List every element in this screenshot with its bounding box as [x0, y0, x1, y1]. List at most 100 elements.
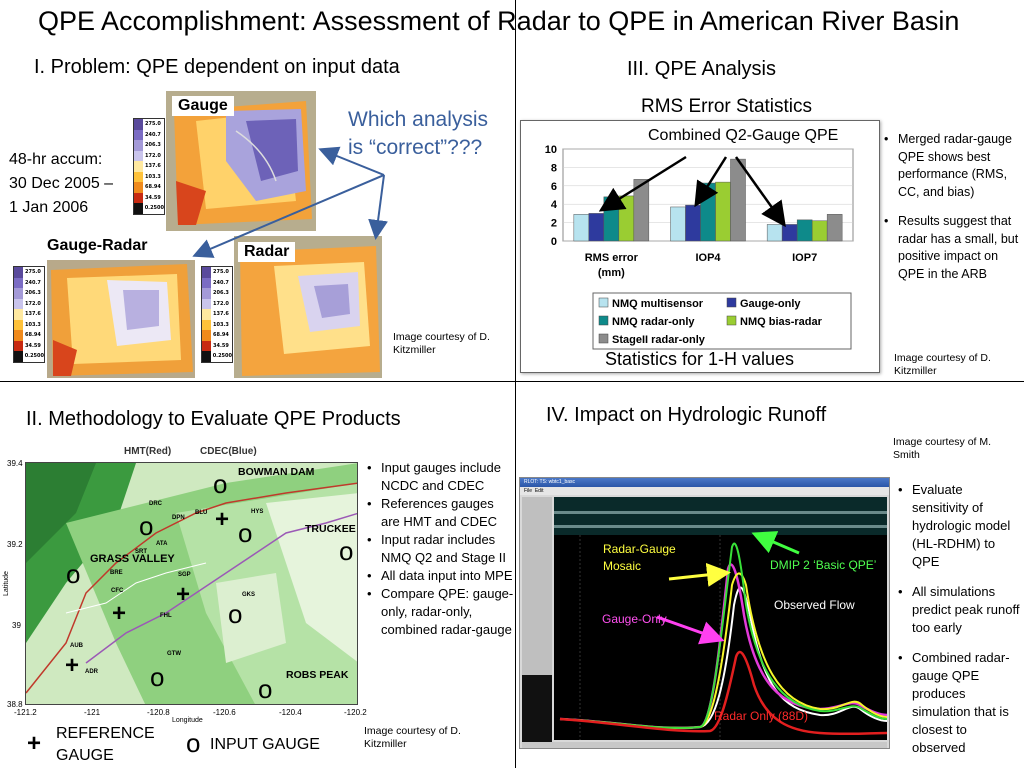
- section2-bullets: Input gauges include NCDC and CDEC Refer…: [367, 459, 515, 639]
- place-truckee: TRUCKEE: [305, 523, 356, 535]
- question-text: Which analysis is “correct”???: [348, 106, 488, 162]
- section4-bullet: Evaluate sensitivity of hydrologic model…: [898, 481, 1022, 571]
- reference-gauge-marker: +: [176, 581, 191, 608]
- radar-map-label: Radar: [238, 242, 296, 262]
- chart-caption: Statistics for 1-H values: [605, 349, 795, 369]
- bar-gauge-only: [781, 224, 798, 242]
- gauge-map: Gauge: [166, 91, 316, 231]
- station-label: CFC: [111, 588, 124, 594]
- radar-map-legend: 275.0 240.7 206.3 172.0 137.6 103.3 68.9…: [201, 266, 233, 363]
- input-gauge-legend-symbol: o: [186, 728, 201, 758]
- input-gauge-marker: o: [339, 536, 354, 566]
- category-label: IOP4: [695, 252, 721, 264]
- label-dmip2: DMIP 2 ʻBasic QPEʼ: [770, 558, 877, 572]
- place-bowman-dam: BOWMAN DAM: [238, 466, 315, 478]
- lat-label: Latitude: [2, 571, 10, 596]
- legend-entry: StageII radar-only: [612, 334, 706, 346]
- station-label: GKS: [242, 592, 256, 598]
- input-gauge-marker: o: [213, 469, 228, 499]
- section2-bullet: Compare QPE: gauge-only, radar-only, com…: [367, 585, 515, 639]
- y-tick-label: 10: [545, 144, 557, 156]
- reference-gauge-marker: +: [65, 652, 80, 679]
- y-tick-label: 8: [551, 162, 557, 174]
- bar-stageii-radar-only: [633, 179, 650, 242]
- accum-line-2: 30 Dec 2005 –: [9, 175, 114, 192]
- legend-entry: Gauge-only: [740, 298, 801, 310]
- legend-swatch: [598, 333, 609, 344]
- annotation-arrow: [694, 156, 728, 208]
- hydrograph-plot: [520, 495, 889, 748]
- lat-tick: 39.4: [7, 459, 23, 468]
- y-tick-label: 0: [551, 236, 557, 248]
- vertical-divider: [515, 0, 516, 768]
- section2-bullet: References gauges are HMT and CDEC: [367, 495, 515, 531]
- lon-tick: -120.6: [213, 708, 236, 717]
- station-label: GTW: [167, 651, 181, 657]
- station-label: HYS: [251, 509, 264, 515]
- annotation-arrow: [734, 156, 786, 228]
- menu-edit[interactable]: Edit: [534, 488, 544, 494]
- input-gauge-legend: INPUT GAUGE: [210, 736, 320, 753]
- section4-credit: Image courtesy of M. Smith: [893, 436, 992, 461]
- input-gauge-marker: o: [258, 674, 273, 704]
- question-line-2: is “correct”???: [348, 136, 483, 159]
- menu-file[interactable]: File: [524, 488, 533, 494]
- section3-credit: Image courtesy of D. Kitzmiller: [894, 352, 991, 377]
- reference-gauge-legend-symbol: +: [27, 730, 42, 757]
- y-tick-label: 6: [551, 181, 557, 193]
- place-robs-peak: ROBS PEAK: [286, 669, 349, 681]
- gauge-radar-map-legend: 275.0 240.7 206.3 172.0 137.6 103.3 68.9…: [13, 266, 45, 363]
- bar-nmq-multisensor: [670, 206, 686, 242]
- runoff-window-titlebar: RLOT: TS: wbtc1_basc: [520, 478, 889, 487]
- lon-tick: -121: [84, 708, 101, 717]
- label-radar-gauge-mosaic: Radar-Gauge Mosaic: [603, 542, 676, 573]
- category-label: RMS error: [585, 252, 639, 264]
- place-grass-valley: GRASS VALLEY: [90, 553, 175, 565]
- lat-tick: 39: [12, 621, 21, 630]
- station-label: ADR: [85, 669, 98, 675]
- chart-legend: [592, 292, 852, 350]
- bar-nmq-bias-radar: [618, 195, 635, 242]
- runoff-window: RLOT: TS: wbtc1_basc File Edit: [519, 477, 890, 749]
- input-gauge-marker: o: [228, 599, 243, 629]
- accum-text: 48-hr accum: 30 Dec 2005 – 1 Jan 2006: [9, 148, 113, 220]
- runoff-window-menubar: File Edit: [520, 487, 889, 495]
- section2-bullet: Input gauges include NCDC and CDEC: [367, 459, 515, 495]
- lon-tick: -120.8: [147, 708, 170, 717]
- methodology-map: [25, 462, 358, 705]
- bar-gauge-only: [588, 213, 605, 242]
- section1-credit: Image courtesy of D. Kitzmiller: [393, 331, 490, 356]
- station-label: FHL: [160, 613, 172, 619]
- input-gauge-marker: o: [150, 662, 165, 692]
- reference-gauge-marker: +: [215, 506, 230, 533]
- section2-credit: Image courtesy of D. Kitzmiller: [364, 725, 461, 750]
- bar-gauge-only: [685, 204, 701, 242]
- legend-swatch: [598, 297, 609, 308]
- bar-nmq-multisensor: [573, 214, 590, 242]
- lon-label: Longitude: [172, 717, 203, 724]
- station-label: ATA: [156, 541, 168, 547]
- chart-annotation: Combined Q2-Gauge QPE: [648, 127, 839, 145]
- section2-bullet: All data input into MPE: [367, 567, 515, 585]
- label-radar-only: Radar Only (88D): [714, 709, 809, 723]
- label-observed-flow: Observed Flow: [774, 598, 855, 612]
- station-label: SRT: [135, 549, 147, 555]
- section1-heading: I. Problem: QPE dependent on input data: [34, 56, 400, 78]
- input-gauge-marker: o: [66, 559, 81, 589]
- lon-tick: -120.2: [344, 708, 367, 717]
- station-label: BRE: [110, 570, 123, 576]
- section4-bullet: Combined radar-gauge QPE produces simula…: [898, 649, 1022, 757]
- bar-nmq-bias-radar: [811, 220, 828, 242]
- section3-bullets: Merged radar-gauge QPE shows best perfor…: [884, 131, 1020, 283]
- gauge-map-label: Gauge: [172, 96, 234, 116]
- station-label: DPN: [172, 515, 185, 521]
- legend-swatch: [726, 297, 737, 308]
- horizontal-divider: [0, 381, 1024, 382]
- input-gauge-marker: o: [139, 511, 154, 541]
- section4-bullets: Evaluate sensitivity of hydrologic model…: [898, 481, 1022, 757]
- y-tick-label: 2: [551, 218, 557, 230]
- station-label: BLU: [195, 510, 208, 516]
- section2-heading: II. Methodology to Evaluate QPE Products: [26, 408, 401, 430]
- gauge-radar-map-image: [47, 260, 195, 378]
- accum-line-3: 1 Jan 2006: [9, 199, 89, 216]
